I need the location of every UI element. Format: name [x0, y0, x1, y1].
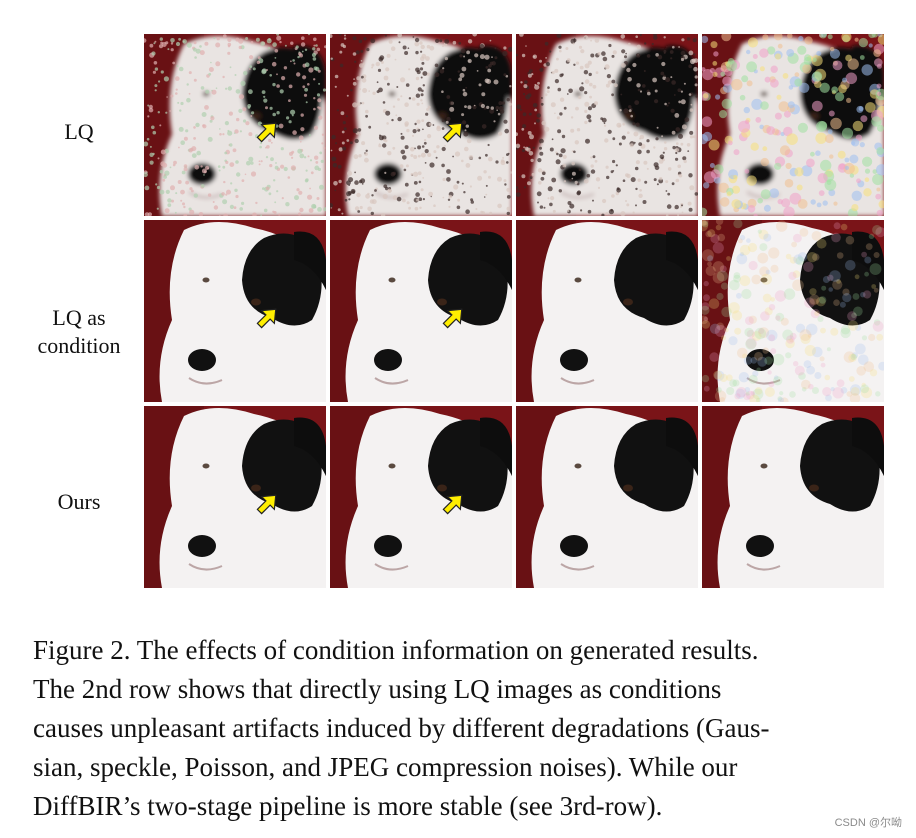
caption-line: The 2nd row shows that directly using LQ…: [33, 674, 722, 704]
row-label-lq-as-condition: LQ as condition: [37, 305, 121, 358]
caption-line: Figure 2. The effects of condition infor…: [33, 635, 759, 665]
dog-image-lq-jpeg: [702, 34, 884, 216]
dog-image-lq-poisson: [516, 34, 698, 216]
dog-image-ours-poisson: [516, 406, 698, 588]
dog-image-ours-gaussian: [144, 406, 326, 588]
dog-image-cond-jpeg: [702, 220, 884, 402]
dog-image-cond-gaussian: [144, 220, 326, 402]
row-label-ours: Ours: [57, 489, 101, 514]
dog-image-cond-poisson: [516, 220, 698, 402]
dog-image-ours-jpeg: [702, 406, 884, 588]
dog-image-ours-speckle: [330, 406, 512, 588]
caption-line: DiffBIR’s two-stage pipeline is more sta…: [33, 791, 663, 821]
figure-image-grid: [144, 34, 884, 588]
watermark: CSDN @尔呦: [834, 817, 902, 829]
dog-image-lq-speckle: [330, 34, 512, 216]
caption-line: causes unpleasant artifacts induced by d…: [33, 713, 770, 743]
dog-image-cond-speckle: [330, 220, 512, 402]
caption-line: sian, speckle, Poisson, and JPEG compres…: [33, 752, 738, 782]
dog-image-lq-gaussian: [144, 34, 326, 216]
row-label-lq: LQ: [64, 119, 94, 144]
figure-caption: Figure 2. The effects of condition infor…: [33, 631, 885, 826]
